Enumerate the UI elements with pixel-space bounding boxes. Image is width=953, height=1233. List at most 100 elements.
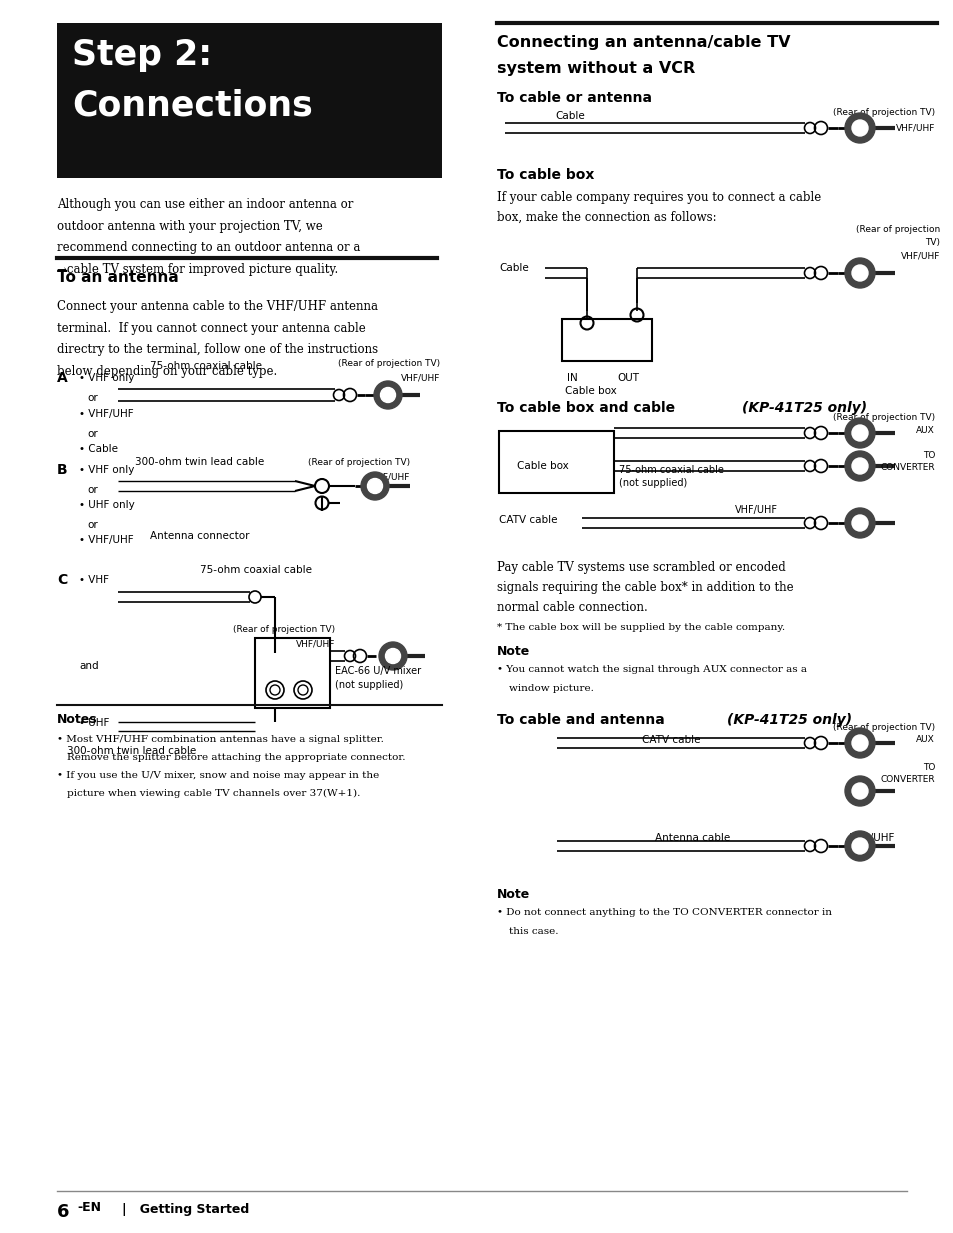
Circle shape [844,258,874,289]
Text: AUX: AUX [915,735,934,743]
Text: below depending on your cable type.: below depending on your cable type. [57,365,277,377]
Text: (Rear of projection TV): (Rear of projection TV) [832,413,934,422]
Text: Pay cable TV systems use scrambled or encoded: Pay cable TV systems use scrambled or en… [497,561,785,575]
Text: or: or [87,393,97,403]
Text: Note: Note [497,645,530,658]
Text: To cable or antenna: To cable or antenna [497,91,651,105]
Text: (KP-41T25 only): (KP-41T25 only) [741,401,866,416]
Circle shape [851,425,867,441]
Text: • Most VHF/UHF combination antennas have a signal splitter.: • Most VHF/UHF combination antennas have… [57,735,383,743]
Text: outdoor antenna with your projection TV, we: outdoor antenna with your projection TV,… [57,219,322,233]
Text: • You cannot watch the signal through AUX connector as a: • You cannot watch the signal through AU… [497,665,806,674]
Bar [254,637,330,708]
Text: (Rear of projection TV): (Rear of projection TV) [337,359,439,367]
Text: • Do not connect anything to the TO CONVERTER connector in: • Do not connect anything to the TO CONV… [497,907,831,917]
Bar [561,319,651,361]
Bar [57,23,441,178]
Circle shape [851,120,867,136]
Text: (not supplied): (not supplied) [335,681,403,690]
Text: • If you use the U/V mixer, snow and noise may appear in the: • If you use the U/V mixer, snow and noi… [57,771,379,780]
Text: Cable: Cable [498,263,528,272]
Text: B: B [57,464,68,477]
Text: To cable box: To cable box [497,168,594,182]
Text: VHF/UHF: VHF/UHF [400,374,439,382]
Text: CONVERTER: CONVERTER [880,464,934,472]
Text: (Rear of projection TV): (Rear of projection TV) [832,723,934,732]
Circle shape [378,642,407,670]
Text: signals requiring the cable box* in addition to the: signals requiring the cable box* in addi… [497,581,793,594]
Text: window picture.: window picture. [509,684,594,693]
Text: 75-ohm coaxial cable: 75-ohm coaxial cable [618,465,723,475]
Text: Connecting an antenna/cable TV: Connecting an antenna/cable TV [497,35,790,51]
Text: →cable TV system for improved picture quality.: →cable TV system for improved picture qu… [57,263,338,275]
Text: VHF/UHF: VHF/UHF [734,506,778,515]
Text: system without a VCR: system without a VCR [497,60,695,76]
Text: A: A [57,371,68,385]
Text: directry to the terminal, follow one of the instructions: directry to the terminal, follow one of … [57,343,377,356]
Text: VHF/UHF: VHF/UHF [900,252,939,260]
Text: EAC-66 U/V mixer: EAC-66 U/V mixer [335,666,420,676]
Circle shape [851,735,867,751]
Circle shape [360,472,389,501]
Text: 75-ohm coaxial cable: 75-ohm coaxial cable [150,361,262,371]
Text: AUX: AUX [915,425,934,435]
Circle shape [844,451,874,481]
Text: recommend connecting to an outdoor antenna or a: recommend connecting to an outdoor anten… [57,240,360,254]
Text: • VHF: • VHF [79,575,109,584]
Text: Connections: Connections [71,88,313,122]
Text: Connect your antenna cable to the VHF/UHF antenna: Connect your antenna cable to the VHF/UH… [57,300,377,313]
Text: TV): TV) [924,238,939,247]
Text: picture when viewing cable TV channels over 37(W+1).: picture when viewing cable TV channels o… [67,789,360,798]
Text: If your cable company requires you to connect a cable: If your cable company requires you to co… [497,191,821,203]
Circle shape [851,515,867,531]
Text: normal cable connection.: normal cable connection. [497,600,647,614]
Text: this case.: this case. [509,927,558,936]
Text: CONVERTER: CONVERTER [880,776,934,784]
Text: VHF/UHF: VHF/UHF [849,834,895,843]
Text: To cable box and cable: To cable box and cable [497,401,679,416]
Text: VHF/UHF: VHF/UHF [895,123,934,132]
Text: CATV cable: CATV cable [641,735,700,745]
Circle shape [844,508,874,538]
Text: (not supplied): (not supplied) [618,478,686,488]
Text: To cable and antenna: To cable and antenna [497,713,669,727]
Text: 300-ohm twin lead cable: 300-ohm twin lead cable [67,746,196,756]
Text: VHF/UHF: VHF/UHF [370,472,410,481]
Circle shape [380,387,395,402]
Text: VHF/UHF: VHF/UHF [295,639,335,649]
Text: 300-ohm twin lead cable: 300-ohm twin lead cable [135,457,264,467]
Text: terminal.  If you cannot connect your antenna cable: terminal. If you cannot connect your ant… [57,322,365,334]
Text: |   Getting Started: | Getting Started [122,1203,249,1216]
Text: Step 2:: Step 2: [71,38,212,72]
Circle shape [851,783,867,799]
Circle shape [374,381,401,409]
Text: Notes: Notes [57,713,97,726]
Text: • VHF only: • VHF only [79,374,134,383]
Circle shape [367,478,382,493]
Text: 6: 6 [57,1203,70,1221]
Text: 75-ohm coaxial cable: 75-ohm coaxial cable [200,565,312,575]
Text: (Rear of projection TV): (Rear of projection TV) [308,457,410,467]
Circle shape [851,457,867,473]
Text: * The cable box will be supplied by the cable company.: * The cable box will be supplied by the … [497,623,784,633]
Circle shape [385,649,400,663]
Circle shape [844,776,874,806]
Text: • UHF only: • UHF only [79,501,134,510]
Circle shape [844,418,874,448]
Text: Note: Note [497,888,530,901]
Text: or: or [87,429,97,439]
Text: (KP-41T25 only): (KP-41T25 only) [726,713,851,727]
Bar [498,432,614,493]
Text: (Rear of projection: (Rear of projection [855,224,939,234]
Text: • UHF: • UHF [79,718,110,727]
Text: Antenna cable: Antenna cable [655,834,729,843]
Text: C: C [57,573,67,587]
Text: CATV cable: CATV cable [498,515,557,525]
Text: IN: IN [566,374,578,383]
Text: (Rear of projection TV): (Rear of projection TV) [233,625,335,634]
Circle shape [844,831,874,861]
Circle shape [851,265,867,281]
Text: Cable box: Cable box [564,386,616,396]
Text: To an antenna: To an antenna [57,270,178,285]
Text: • VHF/UHF: • VHF/UHF [79,409,133,419]
